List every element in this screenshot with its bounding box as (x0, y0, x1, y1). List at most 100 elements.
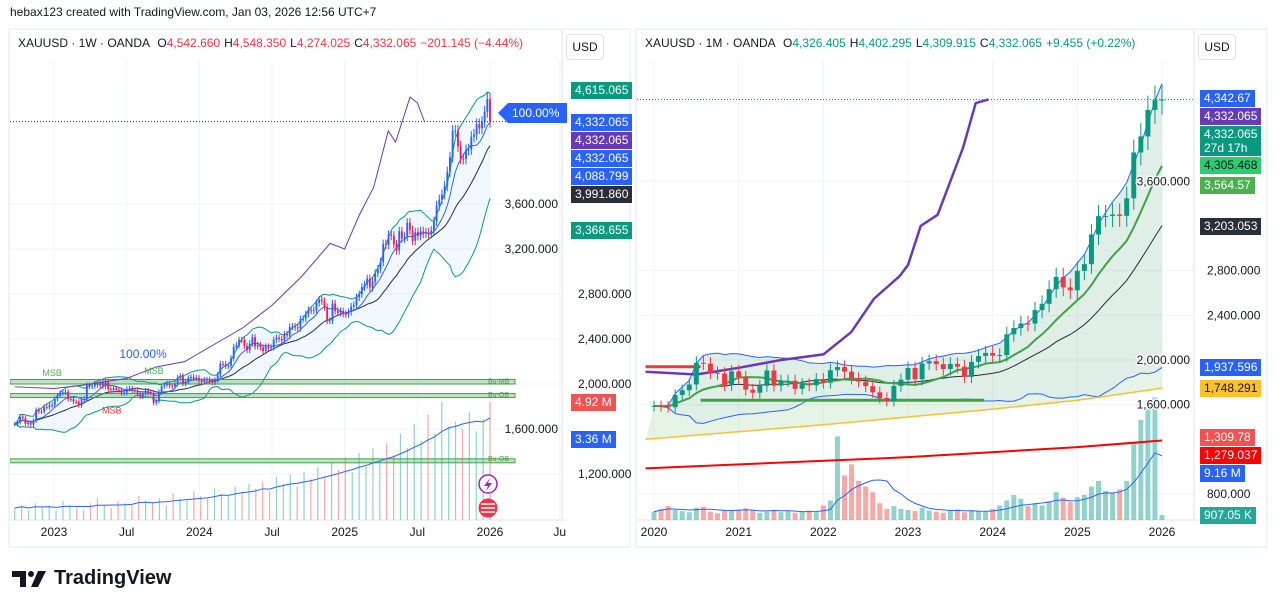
candle-body (166, 383, 168, 385)
candle-body (131, 388, 134, 391)
candle-body (360, 287, 363, 295)
candle-body (133, 390, 136, 392)
y-tick-label: 2,000.000 (1137, 353, 1191, 367)
y-tick-label: 2,400.000 (578, 332, 632, 346)
candle-body (347, 312, 350, 315)
monthly-chart-pane[interactable]: XAUUSD · 1M · OANDA O4,326.405 H4,402.295… (635, 28, 1268, 548)
candle-body (792, 380, 798, 389)
volume-bar (933, 511, 939, 520)
candle-body (163, 384, 166, 387)
candle-body (651, 405, 657, 407)
zone-label: Bu-OB (488, 456, 509, 463)
volume-bar (1046, 501, 1052, 520)
candle-body (416, 232, 419, 236)
candle-body (171, 385, 174, 387)
candle-body (465, 150, 467, 159)
candle-body (53, 399, 56, 405)
candle-body (475, 124, 478, 135)
y-tick-label: 3,600.000 (1137, 174, 1191, 188)
candle-body (478, 124, 481, 129)
currency-button[interactable]: USD (566, 34, 604, 60)
candle-body (232, 346, 235, 359)
volume-bar (441, 402, 443, 520)
candle-body (176, 377, 179, 384)
volume-bar (1039, 505, 1045, 520)
tradingview-logo[interactable]: TradingView (12, 567, 171, 590)
candle-body (368, 278, 371, 288)
candle-body (403, 236, 406, 239)
candle-body (424, 232, 427, 234)
currency-button[interactable]: USD (1198, 34, 1236, 60)
volume-bar (806, 510, 812, 520)
volume-bar (785, 511, 791, 520)
candle-body (83, 398, 86, 401)
candle-body (230, 358, 232, 366)
candle-body (120, 390, 123, 394)
volume-bar (172, 493, 174, 520)
candle-body (147, 390, 150, 393)
candle-body (323, 301, 326, 307)
volume-bar (651, 511, 657, 520)
candle-body (304, 314, 307, 319)
volume-bar (1138, 419, 1144, 520)
candle-body (24, 418, 27, 424)
candle-body (473, 134, 475, 137)
volume-bar (990, 508, 996, 520)
candle-body (827, 370, 833, 383)
trend-fill-area (645, 83, 1162, 440)
volume-bar (337, 469, 340, 520)
symbol-name[interactable]: XAUUSD · 1M · OANDA (645, 36, 776, 50)
volume-bar (344, 457, 346, 520)
volume-bar (213, 488, 216, 520)
candle-body (16, 422, 19, 425)
volume-bar (145, 500, 147, 520)
volume-bar (778, 512, 784, 520)
volume-bar (813, 512, 819, 520)
volume-bar (427, 414, 429, 520)
volume-bar (891, 506, 897, 520)
candle-body (206, 379, 208, 381)
candle-body (227, 365, 230, 367)
volume-bar (138, 496, 140, 520)
candle-body (1046, 289, 1052, 304)
volume-bar (289, 474, 291, 520)
volume-bar (750, 510, 756, 520)
weekly-chart-pane[interactable]: XAUUSD · 1W · OANDA O4,542.660 H4,548.350… (8, 28, 633, 548)
chart-canvas: 2020 2021 2022 2023 2024 2025 2026 800.000 1,600… (637, 30, 1261, 539)
volume-bar (722, 509, 728, 520)
candle-body (355, 297, 358, 306)
candle-body (160, 386, 163, 392)
candle-body (665, 406, 671, 408)
price-tag: 4,332.065 (571, 113, 633, 131)
volume-tag: 3.36 M (571, 431, 616, 449)
candle-body (75, 401, 78, 403)
volume-bar (983, 511, 989, 520)
candle-body (427, 232, 430, 234)
volume-bar (1088, 486, 1094, 520)
candle-body (344, 313, 347, 315)
candle-body (481, 121, 483, 129)
candle-body (1074, 270, 1080, 291)
candle-body (326, 306, 329, 321)
volume-bar (220, 493, 222, 520)
volume-bar (1018, 498, 1024, 520)
volume-bar (715, 513, 720, 520)
candle-body (990, 352, 996, 356)
candle-body (1131, 152, 1137, 199)
volume-bar (386, 443, 388, 520)
volume-bar (255, 488, 257, 520)
comparison-series-line (14, 96, 426, 390)
candle-body (820, 379, 826, 383)
candle-body (29, 422, 32, 425)
candle-body (318, 299, 321, 303)
candle-body (334, 303, 337, 311)
volume-ma-line (653, 452, 1163, 513)
symbol-name[interactable]: XAUUSD · 1W · OANDA (18, 36, 151, 50)
candle-body (283, 334, 286, 341)
volume-bar (76, 508, 78, 520)
candle-body (1039, 303, 1045, 311)
candle-body (672, 395, 678, 408)
candle-body (115, 388, 118, 390)
candle-body (1060, 276, 1066, 288)
volume-bar (151, 503, 154, 520)
